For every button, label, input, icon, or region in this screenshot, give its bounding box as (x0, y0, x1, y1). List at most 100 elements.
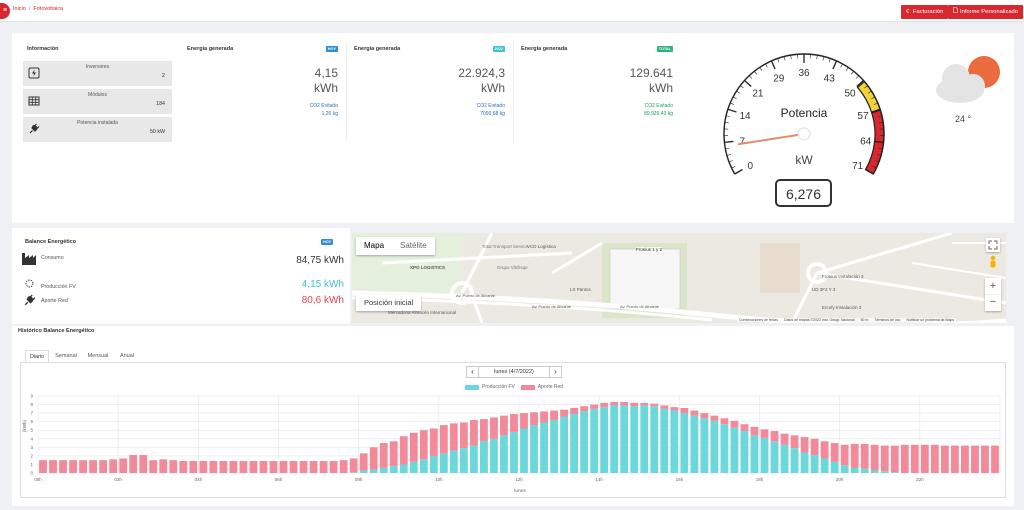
bar-grid-contribution[interactable] (710, 415, 719, 421)
bar-pv-production[interactable] (670, 410, 679, 473)
bar-pv-production[interactable] (359, 470, 368, 473)
tab-yearly[interactable]: Anual (119, 353, 135, 359)
bar-grid-contribution[interactable] (890, 445, 899, 473)
bar-pv-production[interactable] (730, 427, 739, 473)
bar-grid-contribution[interactable] (209, 461, 218, 473)
bar-grid-contribution[interactable] (99, 460, 108, 473)
bar-grid-contribution[interactable] (409, 432, 418, 462)
bar-pv-production[interactable] (810, 455, 819, 473)
bar-grid-contribution[interactable] (760, 429, 769, 438)
tab-monthly[interactable]: Mensual (87, 353, 109, 359)
bar-grid-contribution[interactable] (530, 412, 538, 426)
bar-grid-contribution[interactable] (349, 458, 358, 473)
bar-grid-contribution[interactable] (59, 460, 67, 473)
bar-pv-production[interactable] (790, 448, 799, 473)
bar-grid-contribution[interactable] (680, 407, 689, 414)
bar-pv-production[interactable] (480, 441, 488, 473)
bar-pv-production[interactable] (570, 413, 579, 473)
legend-label-pv[interactable]: Producción FV (482, 384, 515, 390)
bar-grid-contribution[interactable] (249, 461, 258, 473)
bar-grid-contribution[interactable] (259, 461, 268, 473)
bar-pv-production[interactable] (369, 469, 378, 473)
bar-grid-contribution[interactable] (159, 459, 168, 473)
bar-grid-contribution[interactable] (289, 461, 298, 473)
fullscreen-button[interactable] (986, 238, 1000, 252)
bar-pv-production[interactable] (379, 467, 388, 473)
bar-grid-contribution[interactable] (149, 460, 158, 473)
bar-pv-production[interactable] (600, 407, 609, 473)
legend-label-grid[interactable]: Aporte Red (537, 384, 564, 390)
bar-pv-production[interactable] (700, 418, 709, 473)
bar-grid-contribution[interactable] (830, 443, 839, 462)
bar-pv-production[interactable] (520, 428, 528, 473)
bar-grid-contribution[interactable] (900, 444, 909, 473)
bar-grid-contribution[interactable] (419, 430, 428, 460)
bar-pv-production[interactable] (740, 431, 749, 473)
bar-grid-contribution[interactable] (650, 403, 659, 407)
bar-pv-production[interactable] (690, 415, 699, 473)
bar-grid-contribution[interactable] (449, 423, 458, 451)
bar-pv-production[interactable] (550, 419, 558, 473)
bar-grid-contribution[interactable] (339, 460, 348, 473)
bar-grid-contribution[interactable] (840, 444, 849, 466)
bar-grid-contribution[interactable] (991, 445, 999, 473)
bar-pv-production[interactable] (750, 435, 759, 473)
bar-pv-production[interactable] (349, 472, 358, 473)
bar-grid-contribution[interactable] (129, 455, 138, 473)
breadcrumb-home-link[interactable]: Inicio (13, 6, 26, 12)
bar-pv-production[interactable] (530, 425, 538, 473)
bar-pv-production[interactable] (780, 444, 789, 473)
bar-grid-contribution[interactable] (780, 433, 789, 445)
bar-grid-contribution[interactable] (540, 411, 548, 423)
map-type-satellite-tab[interactable]: Satélite (400, 241, 427, 250)
street-view-pegman-icon[interactable] (989, 255, 997, 269)
bar-pv-production[interactable] (820, 458, 829, 473)
map-type-map-tab[interactable]: Mapa (364, 241, 385, 250)
bar-grid-contribution[interactable] (971, 445, 979, 473)
bar-grid-contribution[interactable] (610, 401, 619, 406)
bar-grid-contribution[interactable] (429, 428, 438, 456)
bar-grid-contribution[interactable] (981, 445, 989, 473)
bar-grid-contribution[interactable] (359, 453, 368, 471)
menu-toggle-button[interactable]: ≡ (0, 3, 10, 19)
bar-pv-production[interactable] (540, 422, 548, 473)
bar-grid-contribution[interactable] (480, 419, 488, 442)
bar-grid-contribution[interactable] (469, 419, 478, 446)
bar-grid-contribution[interactable] (560, 409, 569, 417)
bar-pv-production[interactable] (500, 435, 508, 473)
bar-grid-contribution[interactable] (950, 445, 959, 473)
map-footer-shortcuts[interactable]: Combinaciones de teclas (739, 318, 779, 322)
zoom-in-button[interactable]: + (989, 280, 997, 292)
bar-grid-contribution[interactable] (239, 461, 248, 473)
bar-grid-contribution[interactable] (369, 447, 378, 470)
initial-position-button[interactable]: Posición inicial (356, 295, 422, 311)
bar-grid-contribution[interactable] (79, 460, 88, 473)
bar-grid-contribution[interactable] (520, 413, 528, 429)
bar-grid-contribution[interactable] (389, 441, 398, 467)
bar-grid-contribution[interactable] (790, 435, 799, 449)
bar-grid-contribution[interactable] (189, 461, 198, 473)
next-day-button[interactable]: › (549, 367, 561, 377)
bar-pv-production[interactable] (580, 411, 589, 473)
bar-grid-contribution[interactable] (630, 402, 639, 407)
bar-grid-contribution[interactable] (490, 417, 498, 439)
bar-grid-contribution[interactable] (570, 407, 579, 414)
bar-grid-contribution[interactable] (640, 402, 649, 406)
bar-pv-production[interactable] (389, 466, 398, 473)
bar-grid-contribution[interactable] (930, 444, 939, 473)
bar-pv-production[interactable] (890, 472, 899, 473)
bar-grid-contribution[interactable] (870, 444, 879, 471)
bar-grid-contribution[interactable] (119, 458, 128, 473)
bar-grid-contribution[interactable] (279, 461, 288, 473)
bar-grid-contribution[interactable] (620, 401, 629, 406)
bar-pv-production[interactable] (630, 406, 639, 473)
bar-grid-contribution[interactable] (750, 426, 759, 436)
bar-grid-contribution[interactable] (269, 461, 278, 473)
map-view[interactable]: Mapa Satélite Posición inicial + − Total… (352, 233, 1006, 323)
bar-grid-contribution[interactable] (770, 431, 779, 442)
bar-grid-contribution[interactable] (309, 461, 318, 473)
bar-grid-contribution[interactable] (800, 437, 809, 453)
bar-grid-contribution[interactable] (109, 459, 118, 473)
bar-pv-production[interactable] (860, 468, 869, 473)
prev-day-button[interactable]: ‹ (467, 367, 479, 377)
